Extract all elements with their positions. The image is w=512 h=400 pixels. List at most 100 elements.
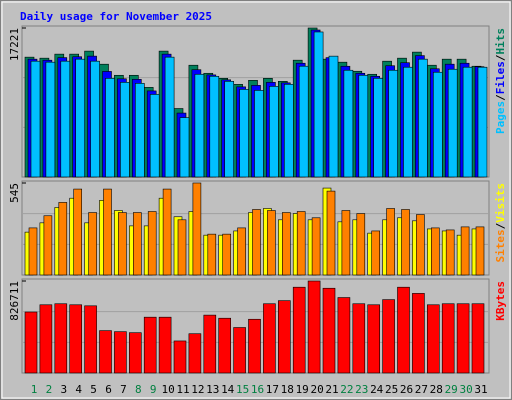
bar — [292, 286, 306, 374]
bar — [30, 60, 41, 178]
chart-title: Daily usage for November 2025 — [20, 10, 212, 23]
bar — [283, 84, 294, 178]
bar — [412, 293, 425, 374]
legend-entry: Visits — [494, 183, 507, 223]
bar — [313, 31, 324, 178]
bar — [222, 233, 231, 276]
legend: Sites/Visits — [494, 183, 507, 263]
bar — [432, 71, 443, 178]
bar — [54, 303, 68, 374]
bar — [194, 73, 205, 178]
x-tick-label: 21 — [325, 383, 338, 396]
bar — [373, 78, 384, 178]
bar — [382, 299, 395, 374]
x-tick-label: 10 — [161, 383, 174, 396]
x-tick-label: 13 — [206, 383, 219, 396]
x-tick-label: 24 — [370, 383, 384, 396]
bar — [103, 188, 112, 276]
bar — [239, 89, 249, 178]
y-tick-label: 17221 — [8, 28, 21, 61]
bar — [267, 210, 276, 276]
bar — [192, 182, 202, 276]
x-tick-label: 29 — [445, 383, 458, 396]
bar — [460, 226, 470, 276]
bar — [69, 304, 82, 374]
bar — [203, 314, 217, 374]
y-tick-label: 545 — [8, 183, 21, 203]
legend: Pages/Files/Hits — [494, 28, 507, 134]
x-tick-label: 28 — [430, 383, 443, 396]
bar — [39, 304, 53, 374]
y-tick-label: 826711 — [8, 281, 21, 321]
bar — [43, 215, 53, 276]
bar — [158, 316, 172, 374]
x-tick-label: 30 — [459, 383, 472, 396]
legend-entry: KBytes — [494, 281, 507, 321]
bar — [254, 90, 264, 178]
bar — [416, 214, 425, 276]
legend: KBytes — [494, 281, 507, 321]
legend-entry: Pages — [494, 101, 507, 134]
bar — [430, 227, 440, 276]
x-tick-label: 2 — [46, 383, 53, 396]
bar — [447, 68, 458, 178]
bar — [397, 286, 410, 374]
legend-entry: Hits — [494, 28, 507, 55]
bar — [218, 317, 231, 374]
x-tick-label: 3 — [60, 383, 67, 396]
x-tick-label: 12 — [191, 383, 204, 396]
bar — [445, 229, 455, 276]
bar — [337, 297, 351, 374]
legend-entry: Files — [494, 61, 507, 94]
legend-separator: / — [494, 94, 507, 101]
bar — [24, 311, 38, 374]
bar — [224, 81, 234, 178]
bar — [143, 316, 157, 374]
x-tick-label: 19 — [296, 383, 309, 396]
bar — [147, 211, 157, 276]
bar — [135, 83, 145, 178]
bar — [162, 188, 172, 276]
bar — [73, 188, 82, 276]
bar — [233, 327, 246, 374]
x-tick-label: 4 — [75, 383, 82, 396]
bar — [90, 60, 100, 178]
bar — [120, 82, 130, 178]
bar — [328, 55, 339, 178]
x-tick-label: 27 — [415, 383, 428, 396]
bar — [343, 69, 354, 178]
bar — [403, 66, 413, 178]
x-tick-label: 8 — [135, 383, 142, 396]
bar — [296, 211, 306, 276]
bar — [401, 209, 410, 276]
bar — [298, 65, 309, 178]
x-tick-label: 16 — [251, 383, 264, 396]
bar — [88, 212, 97, 276]
bar — [45, 61, 56, 178]
bar — [177, 219, 187, 276]
legend-separator: / — [494, 54, 507, 61]
bar — [188, 333, 202, 374]
bar — [164, 56, 175, 178]
bar — [281, 212, 291, 276]
x-tick-label: 1 — [31, 383, 38, 396]
bar — [456, 303, 470, 374]
x-tick-label: 31 — [474, 383, 487, 396]
bar — [84, 305, 97, 374]
bar — [118, 212, 127, 276]
bar — [263, 303, 276, 374]
bar — [371, 230, 381, 276]
x-tick-label: 23 — [355, 383, 368, 396]
x-tick-label: 5 — [90, 383, 97, 396]
bar — [441, 303, 455, 374]
bar — [149, 94, 160, 178]
bar — [133, 212, 142, 276]
bar — [356, 213, 366, 276]
bar — [173, 340, 187, 374]
bar — [28, 227, 38, 276]
bar — [60, 60, 71, 178]
bar — [475, 226, 485, 276]
bar — [129, 332, 142, 374]
x-tick-label: 22 — [340, 383, 353, 396]
